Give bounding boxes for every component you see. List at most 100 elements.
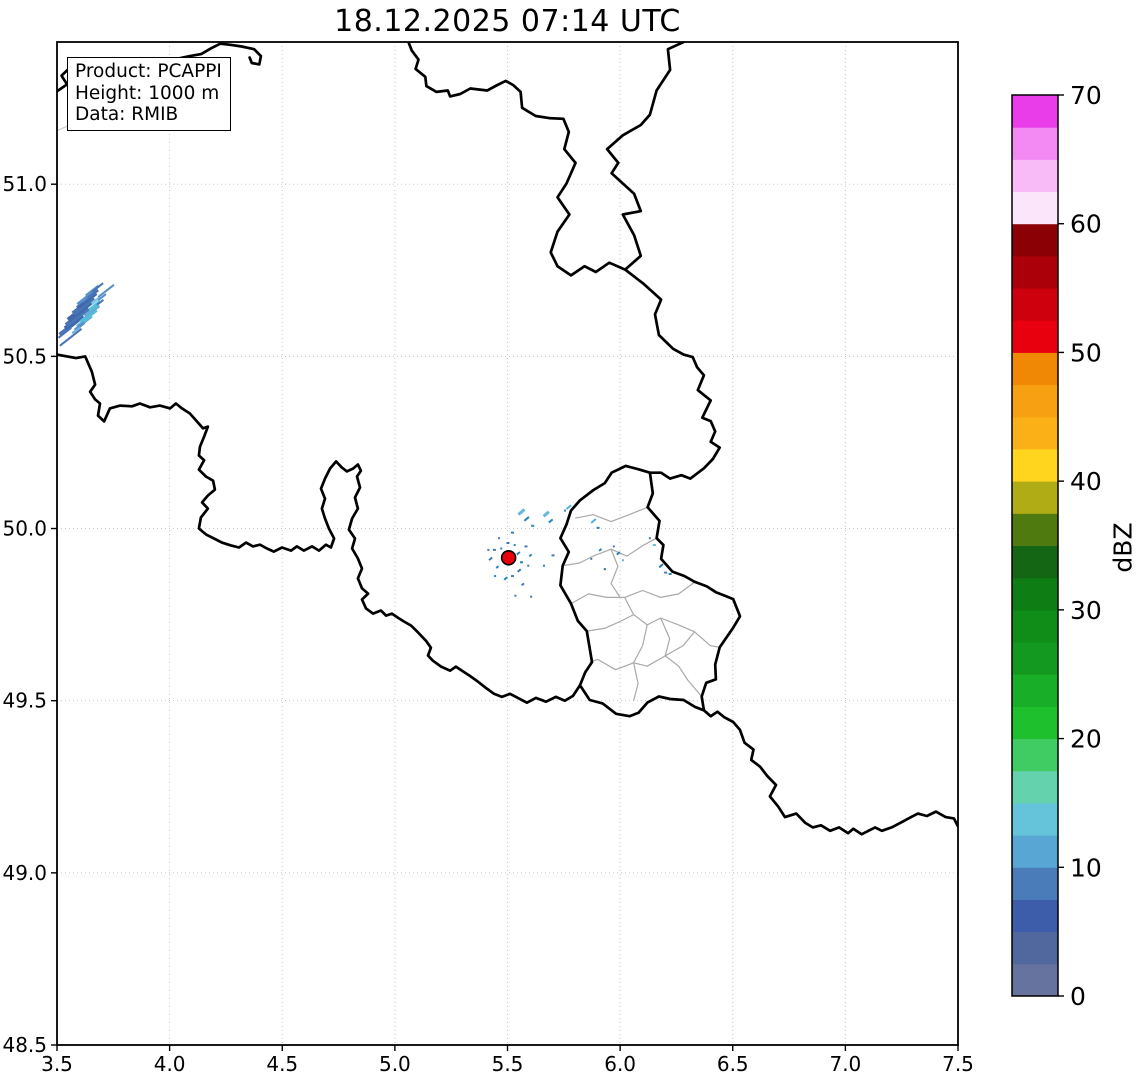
echo-speck	[519, 561, 523, 564]
echo-speck	[514, 594, 517, 597]
colorbar-step	[1012, 609, 1058, 643]
colorbar-step	[1012, 481, 1058, 514]
echo-speck	[530, 595, 533, 598]
echo-speck	[503, 576, 508, 581]
echo-speck	[548, 518, 554, 524]
colorbar-frame	[1011, 94, 1059, 997]
country-border-line	[702, 708, 958, 836]
colorbar-step	[1012, 545, 1058, 579]
echo-speck	[616, 551, 621, 556]
echo-speck	[590, 518, 597, 524]
colorbar-step	[1012, 223, 1058, 257]
y-tick-label: 49.5	[2, 689, 47, 713]
echo-speck	[517, 568, 522, 573]
y-tick-label: 51.0	[2, 172, 47, 196]
echo-speck	[621, 559, 624, 562]
colorbar-step	[1012, 448, 1058, 482]
echo-streak	[97, 283, 115, 298]
x-tick-label: 7.5	[942, 1052, 974, 1076]
echo-speck	[523, 516, 530, 522]
colorbar-step	[1012, 835, 1058, 868]
x-tick-label: 7.0	[829, 1052, 861, 1076]
echo-speck	[487, 548, 490, 551]
echo-speck	[668, 572, 672, 575]
colorbar-tick-label: 40	[1070, 467, 1102, 496]
colorbar-step	[1012, 288, 1058, 321]
country-border-line	[623, 268, 722, 480]
colorbar-step	[1012, 320, 1058, 353]
echo-speck	[565, 504, 572, 510]
echo-streak	[91, 282, 104, 293]
echo-speck	[542, 510, 550, 518]
region-border-line	[664, 631, 695, 657]
echo-speck	[652, 544, 656, 547]
echo-speck	[551, 554, 555, 557]
echo-streak	[97, 293, 107, 302]
country-border-line	[605, 42, 685, 271]
region-border-line	[586, 614, 634, 632]
echo-streak	[83, 303, 101, 319]
colorbar-step	[1012, 738, 1058, 772]
colorbar-tick-label: 0	[1070, 982, 1086, 1011]
info-data-source: Data: RMIB	[75, 104, 179, 125]
echo-speck	[664, 571, 668, 574]
echo-speck	[596, 526, 600, 529]
echo-speck	[563, 509, 566, 512]
echo-speck	[598, 548, 603, 552]
colorbar-step	[1012, 255, 1058, 289]
region-border-line	[562, 537, 657, 567]
x-tick-label: 3.5	[41, 1052, 73, 1076]
echo-speck	[528, 553, 533, 558]
region-border-line	[633, 655, 666, 667]
echo-speck	[513, 544, 516, 547]
colorbar-step	[1012, 963, 1058, 997]
colorbar-step	[1012, 384, 1058, 418]
colorbar-tick-label: 70	[1070, 81, 1102, 110]
colorbar-step	[1012, 95, 1058, 128]
echo-speck	[603, 568, 606, 571]
y-tick-label: 50.5	[2, 344, 47, 368]
echo-speck	[531, 524, 535, 527]
info-box: Product: PCAPPI Height: 1000 m Data: RMI…	[67, 57, 231, 131]
echo-streak	[71, 326, 81, 335]
plot-title: 18.12.2025 07:14 UTC	[334, 4, 681, 39]
colorbar-step	[1012, 931, 1058, 965]
echo-speck	[516, 551, 521, 556]
echo-speck	[524, 545, 528, 548]
echo-speck	[648, 537, 651, 540]
x-tick-label: 6.0	[604, 1052, 636, 1076]
region-border-line	[574, 506, 648, 523]
echo-speck	[612, 545, 615, 548]
colorbar-axis-label: dBZ	[1108, 522, 1138, 573]
colorbar-step	[1012, 706, 1058, 740]
colorbar-tick-label: 50	[1070, 338, 1102, 367]
colorbar-step	[1012, 642, 1058, 675]
echo-speck	[497, 537, 500, 540]
x-tick-label: 4.5	[266, 1052, 298, 1076]
echo-speck	[658, 563, 664, 569]
echo-speck	[510, 531, 514, 534]
colorbar-step	[1012, 674, 1058, 707]
colorbar-tick-label: 60	[1070, 210, 1102, 239]
colorbar-step	[1012, 867, 1058, 900]
colorbar-step	[1012, 899, 1058, 933]
echo-speck	[517, 508, 526, 516]
region-border-line	[610, 548, 621, 598]
x-tick-label: 4.0	[154, 1052, 186, 1076]
echo-streak	[76, 295, 88, 306]
echo-streak	[90, 296, 101, 305]
info-height: Height: 1000 m	[75, 82, 220, 104]
echo-speck	[500, 547, 503, 550]
region-border-line	[624, 597, 720, 648]
colorbar-step	[1012, 416, 1058, 450]
y-tick-label: 48.5	[2, 1033, 47, 1057]
colorbar-step	[1012, 352, 1058, 386]
echo-speck	[495, 565, 500, 569]
colorbar-step	[1012, 159, 1058, 193]
echo-speck	[590, 557, 593, 560]
colorbar-step	[1012, 770, 1058, 804]
echo-speck	[521, 582, 525, 587]
country-border-line	[559, 464, 742, 718]
echo-speck	[542, 564, 545, 567]
